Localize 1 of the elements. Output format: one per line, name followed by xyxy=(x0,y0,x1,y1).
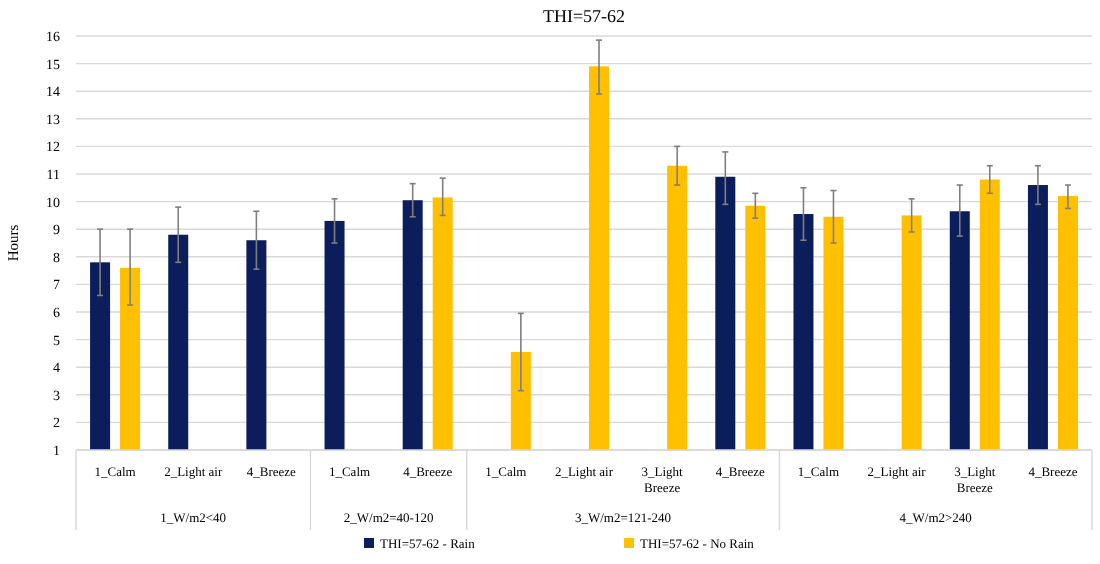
chart-title: THI=57-62 xyxy=(542,6,626,26)
